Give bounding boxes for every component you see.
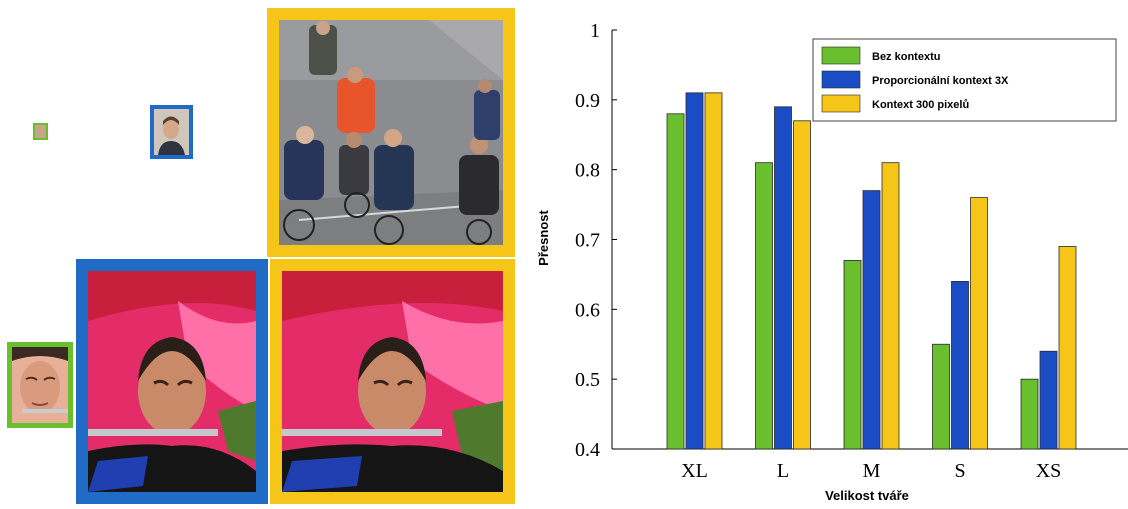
y-tick-label: 0.6: [575, 299, 600, 321]
bar: [755, 162, 773, 450]
y-tick-label: 1: [590, 20, 600, 42]
bar: [951, 280, 969, 450]
face-crop-icon: [150, 105, 193, 159]
y-tick-label: 0.5: [575, 369, 600, 391]
cyclists-photo-icon: [267, 8, 515, 257]
bar: [843, 260, 862, 450]
accuracy-bar-chart: 0.4 0.5 0.6 0.7 0.8 0.9 1 XL L M S XS Přesnost Vel…: [530, 0, 1128, 504]
bar: [881, 162, 900, 450]
legend-swatch: [821, 70, 861, 89]
bar: [685, 92, 704, 450]
bar: [774, 106, 792, 450]
x-tick-label: S: [954, 460, 965, 482]
legend-label: Bez kontextu: [872, 51, 940, 63]
y-tick-label: 0.8: [575, 160, 600, 182]
y-tick-label: 0.4: [575, 439, 600, 461]
y-tick-labels: 0.4 0.5 0.6 0.7 0.8 0.9 1: [575, 20, 600, 461]
flute-context-300px-icon: [270, 259, 515, 504]
bar: [1020, 378, 1039, 450]
legend-label: Kontext 300 pixelů: [872, 99, 969, 111]
legend-swatch: [821, 94, 861, 113]
chart-bars: [666, 92, 1077, 450]
tiny-face-thumbnail-icon: [33, 123, 48, 140]
bar: [793, 120, 811, 450]
x-tick-label: L: [777, 460, 789, 482]
x-tick-label: M: [863, 460, 881, 482]
legend-box: [812, 38, 1117, 122]
x-tick-label: XL: [681, 460, 708, 482]
flute-face-crop-icon: [7, 342, 73, 428]
y-axis-label: Přesnost: [536, 210, 551, 266]
legend-swatch: [821, 46, 861, 65]
bar: [932, 343, 950, 450]
bar: [1058, 246, 1077, 450]
x-tick-label: XS: [1036, 460, 1062, 482]
bar: [970, 197, 988, 450]
y-tick-label: 0.7: [575, 230, 600, 252]
bar: [666, 113, 685, 450]
x-axis-label: Velikost tváře: [825, 488, 909, 503]
flute-context-3x-icon: [76, 259, 268, 504]
x-tick-labels: XL L M S XS: [681, 460, 1061, 482]
y-tick-label: 0.9: [575, 90, 600, 112]
bar: [1039, 350, 1058, 450]
chart-legend: Bez kontextu Proporcionální kontext 3X Kon…: [812, 38, 1117, 122]
bar: [704, 92, 723, 450]
legend-label: Proporcionální kontext 3X: [872, 75, 1009, 87]
bar: [862, 190, 881, 450]
